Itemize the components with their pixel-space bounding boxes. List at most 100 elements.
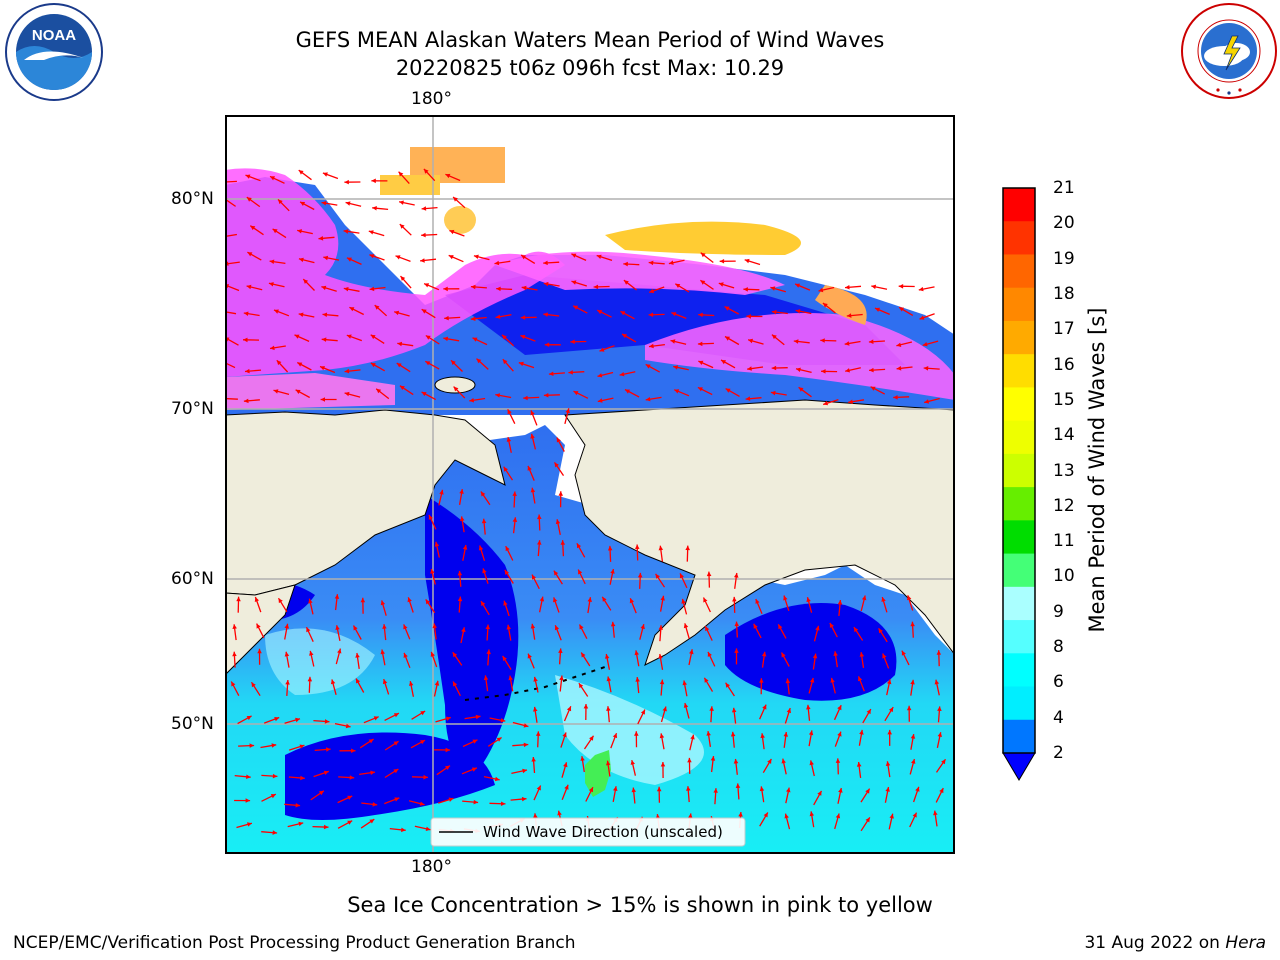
colorbar-box xyxy=(1003,686,1035,721)
wind-wave-arrowhead xyxy=(395,255,401,260)
wind-wave-arrowhead xyxy=(243,398,249,404)
wind-wave-arrowhead xyxy=(430,651,435,657)
wind-wave-arrowhead xyxy=(830,677,835,683)
map-frame xyxy=(225,115,955,854)
wind-wave-arrowhead xyxy=(634,731,639,736)
wind-wave-arrowhead xyxy=(559,675,564,681)
wind-wave-arrowhead xyxy=(606,706,611,711)
wind-wave-arrowhead xyxy=(934,679,940,685)
wind-wave-arrowhead xyxy=(345,723,351,729)
wind-wave-arrowhead xyxy=(770,390,776,396)
wind-wave-arrowhead xyxy=(808,730,814,736)
colorbar-box xyxy=(1003,586,1035,621)
wind-wave-arrowhead xyxy=(344,179,349,185)
wind-wave-arrowhead xyxy=(578,569,583,575)
wind-wave-arrowhead xyxy=(495,393,501,398)
wind-wave-arrowhead xyxy=(257,648,262,654)
wind-wave-arrowhead xyxy=(563,762,568,768)
wind-wave-arrowhead xyxy=(796,367,801,372)
colorbar-frame xyxy=(1002,187,1036,754)
colorbar-box xyxy=(1003,520,1035,555)
wind-wave-arrowhead xyxy=(866,709,871,715)
wind-wave-arrowhead xyxy=(355,653,360,658)
wind-wave-arrowhead xyxy=(434,541,440,547)
wind-wave-arrowhead xyxy=(393,769,399,774)
wind-wave-arrowhead xyxy=(637,572,643,578)
wind-wave-arrowhead xyxy=(835,758,841,763)
wind-wave-arrowhead xyxy=(658,545,664,551)
wind-wave-arrowhead xyxy=(771,309,777,315)
ice-floe-island xyxy=(444,206,476,234)
wind-wave-arrowhead xyxy=(246,197,252,202)
wind-wave-arrowhead xyxy=(425,599,431,605)
wind-wave-arrowhead xyxy=(795,283,801,288)
wind-wave-arrowhead xyxy=(593,284,599,290)
wind-wave-arrowhead xyxy=(346,257,352,262)
wind-wave-arrowhead xyxy=(613,786,618,791)
wind-wave-arrowhead xyxy=(295,389,301,394)
wind-wave-arrowhead xyxy=(597,373,603,378)
wind-wave-arrowhead xyxy=(599,347,605,352)
wind-wave-arrowhead xyxy=(236,596,241,602)
wind-wave-arrowhead xyxy=(512,491,517,496)
wind-wave-arrowhead xyxy=(380,649,385,655)
wind-wave-arrowhead xyxy=(700,280,706,285)
wind-wave-arrowhead xyxy=(899,307,904,312)
wind-wave-arrowhead xyxy=(820,338,825,343)
colorbar xyxy=(1002,187,1036,781)
wind-wave-arrowhead xyxy=(767,758,772,764)
wind-wave-arrowhead xyxy=(570,339,575,344)
sea-ice-west xyxy=(225,168,565,377)
wind-wave-arrowhead xyxy=(658,654,663,659)
colorbar-tick-label: 8 xyxy=(1053,637,1064,658)
wind-wave-arrowhead xyxy=(285,680,290,685)
wind-wave-arrowhead xyxy=(648,260,654,266)
wind-wave-arrowhead xyxy=(553,570,559,576)
wind-wave-arrowhead xyxy=(901,650,906,656)
wind-wave-arrowhead xyxy=(682,680,687,686)
colorbar-tick-label: 15 xyxy=(1053,389,1075,410)
wind-wave-arrowhead xyxy=(372,206,377,211)
wind-wave-arrowhead xyxy=(889,813,894,819)
wind-wave-arrowhead xyxy=(481,518,487,524)
wind-wave-arrowhead xyxy=(721,360,726,365)
gridlines xyxy=(225,115,955,854)
wind-wave-arrowhead xyxy=(710,756,716,761)
wind-wave-arrowhead xyxy=(321,201,327,206)
wind-wave-arrowhead xyxy=(300,775,305,781)
wind-wave-arrowhead xyxy=(539,596,545,602)
wind-wave-arrowhead xyxy=(523,395,528,401)
wind-wave-arrowhead xyxy=(683,703,689,708)
wind-wave-arrowhead xyxy=(697,387,703,392)
wind-wave-arrowhead xyxy=(557,810,562,816)
wind-wave-arrowhead xyxy=(659,679,665,685)
wind-wave-arrowhead xyxy=(423,774,428,780)
wind-wave-arrowhead xyxy=(919,315,925,320)
wind-wave-arrowhead xyxy=(471,767,477,772)
wind-wave-arrowhead xyxy=(360,597,366,603)
wind-wave-arrowhead xyxy=(809,677,815,683)
wind-wave-arrowhead xyxy=(382,624,387,629)
wind-wave-arrowhead xyxy=(445,765,450,770)
wind-wave-arrowhead xyxy=(380,600,386,606)
wind-wave-arrowhead xyxy=(786,787,791,793)
colorbar-tick-label: 17 xyxy=(1053,319,1075,340)
wind-wave-arrowhead xyxy=(822,303,828,308)
wind-wave-arrowhead xyxy=(394,310,400,316)
wind-wave-arrowhead xyxy=(543,393,549,398)
wind-wave-arrowhead xyxy=(865,788,870,794)
wind-wave-arrowhead xyxy=(907,595,912,601)
wind-wave-arrowhead xyxy=(748,338,753,344)
wind-wave-arrowhead xyxy=(597,310,603,315)
wind-wave-arrowhead xyxy=(606,760,611,766)
wind-wave-arrowhead xyxy=(781,652,786,658)
wind-wave-arrowhead xyxy=(703,597,708,603)
wind-wave-arrowhead xyxy=(473,799,479,805)
wind-wave-arrowhead xyxy=(371,178,376,184)
wind-wave-arrowhead xyxy=(295,717,300,723)
lon-label-top: 180° xyxy=(411,89,452,109)
wind-wave-arrowhead xyxy=(445,173,451,179)
wind-wave-arrowhead xyxy=(562,732,567,738)
wind-wave-arrowhead xyxy=(896,342,902,347)
wind-wave-arrowhead xyxy=(486,649,491,655)
